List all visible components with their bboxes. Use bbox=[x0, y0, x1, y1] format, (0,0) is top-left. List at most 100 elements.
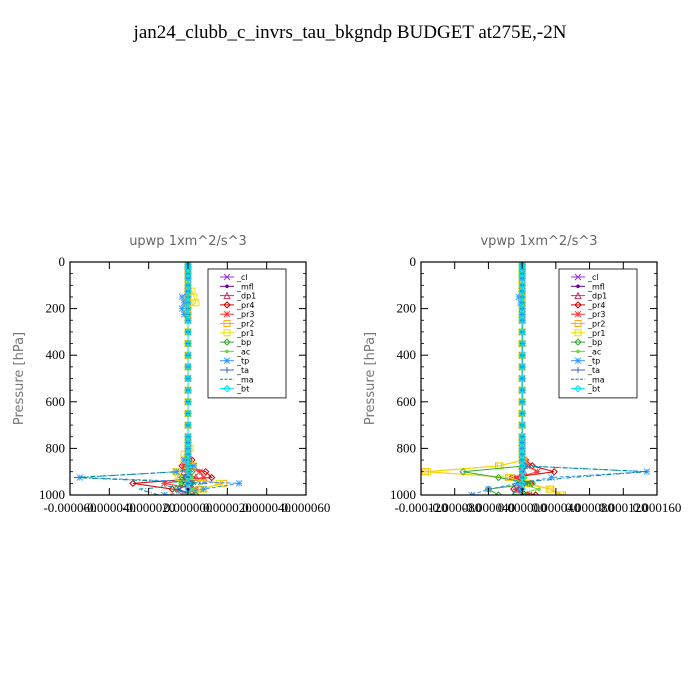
legend-label_ta: _ta bbox=[236, 366, 249, 375]
legend-label_pr4: _pr4 bbox=[587, 301, 605, 310]
legend-label_cl: _cl bbox=[587, 273, 599, 282]
x-tick-label: 0.000000 bbox=[498, 500, 547, 515]
legend-label_ac: _ac bbox=[236, 347, 250, 356]
data-point_ac bbox=[190, 475, 194, 480]
data-point_bt bbox=[184, 274, 192, 283]
data-point_bt bbox=[184, 409, 192, 418]
data-point_bt bbox=[184, 287, 192, 295]
legend-label_bp: _bp bbox=[236, 338, 251, 347]
series_pr1 bbox=[424, 262, 565, 495]
series-line_ma bbox=[73, 264, 208, 495]
data-point_tp bbox=[172, 468, 180, 476]
data-point_tp bbox=[190, 462, 198, 470]
legend-marker_pr2 bbox=[574, 320, 582, 327]
y-tick-label: 600 bbox=[46, 394, 66, 409]
legend-marker_tp bbox=[574, 357, 582, 365]
y-tick-label: 200 bbox=[397, 301, 417, 316]
data-point_bt bbox=[184, 386, 192, 394]
legend-marker_mfl bbox=[576, 284, 580, 289]
x-tick-label: -0.000040 bbox=[462, 500, 515, 515]
legend-label_ma: _ma bbox=[587, 375, 605, 384]
data-point_bt bbox=[518, 351, 526, 359]
data-point_tp bbox=[180, 311, 188, 318]
data-point_bt bbox=[184, 281, 192, 290]
legend: _cl_mfl_dp1_pr4_pr3_pr2_pr1_bp_ac_tp_ta_… bbox=[558, 268, 638, 399]
upwp-panel: upwp 1xm^2/s^3 Pressure [hPa] 0 200 400 600 80… bbox=[12, 234, 330, 515]
data-point_bt bbox=[518, 269, 526, 278]
data-point_bt bbox=[518, 421, 526, 429]
data-point_ta bbox=[181, 474, 188, 481]
legend-box bbox=[207, 268, 287, 399]
legend-label_pr3: _pr3 bbox=[236, 310, 254, 319]
data-point_bt bbox=[184, 339, 192, 348]
data-point_pr1 bbox=[545, 485, 553, 493]
y-tick-label: 200 bbox=[46, 301, 66, 316]
data-point_ta bbox=[175, 486, 182, 493]
data-point_pr3 bbox=[200, 474, 208, 481]
data-point_bt bbox=[518, 444, 526, 453]
data-point_bt bbox=[518, 328, 526, 336]
legend-label_bp: _bp bbox=[587, 338, 602, 347]
data-point_pr3 bbox=[192, 485, 200, 493]
data-point_tp bbox=[178, 305, 186, 312]
data-point_bt bbox=[518, 274, 526, 283]
x-tick-label: 0.000020 bbox=[203, 500, 252, 515]
legend-marker_dp1 bbox=[574, 291, 582, 300]
legend-marker_pr3 bbox=[574, 310, 582, 318]
data-point_pr3 bbox=[196, 468, 204, 476]
legend-marker_pr2 bbox=[223, 320, 231, 327]
data-point_bt bbox=[184, 479, 192, 488]
data-point_bp bbox=[459, 467, 467, 476]
legend-marker_dp1 bbox=[223, 291, 231, 300]
data-point_bt bbox=[184, 328, 192, 336]
data-point_pr2 bbox=[219, 479, 227, 487]
data-point_bt bbox=[184, 363, 192, 371]
data-point_bt bbox=[518, 339, 526, 348]
legend-marker_pr4 bbox=[574, 301, 582, 309]
legend-label_pr2: _pr2 bbox=[587, 320, 605, 329]
series_pr2 bbox=[421, 262, 567, 495]
legend-marker_pr4 bbox=[223, 301, 231, 309]
data-point_bt bbox=[518, 491, 526, 495]
y-tick-label: 600 bbox=[397, 394, 417, 409]
data-point_pr4 bbox=[201, 467, 210, 476]
legend-marker_bt bbox=[223, 384, 231, 393]
y-tick-label: 1000 bbox=[39, 487, 65, 502]
data-point_pr1 bbox=[506, 474, 514, 482]
data-point_bt bbox=[184, 438, 192, 447]
legend-label_pr4: _pr4 bbox=[236, 301, 254, 310]
data-point_bt bbox=[518, 299, 526, 307]
data-point_tp bbox=[178, 293, 186, 301]
data-point_ta bbox=[188, 480, 195, 487]
y-axis-label: Pressure [hPa] bbox=[12, 332, 27, 425]
data-point_bt bbox=[518, 310, 526, 319]
data-point_pr1 bbox=[188, 491, 196, 495]
data-point_pr4 bbox=[207, 473, 216, 482]
data-point_bt bbox=[518, 462, 526, 470]
data-point_bt bbox=[184, 293, 192, 301]
data-point_bt bbox=[184, 374, 192, 383]
vpwp-panel: vpwp 1xm^2/s^3 Pressure [hPa] 0 200 400 600 80… bbox=[363, 234, 681, 515]
data-point_pr3 bbox=[180, 462, 188, 470]
data-point_bt bbox=[184, 421, 192, 429]
series-line_pr1 bbox=[427, 264, 562, 495]
data-point_bp bbox=[494, 491, 503, 495]
legend-label_ta: _ta bbox=[587, 366, 600, 375]
data-point_bt bbox=[184, 304, 192, 313]
legend-box bbox=[558, 268, 638, 399]
data-point_tp bbox=[548, 474, 555, 481]
legend-marker_ac bbox=[225, 349, 229, 354]
data-point_bt bbox=[184, 398, 192, 406]
data-point_pr3 bbox=[533, 468, 541, 476]
data-point_bt bbox=[518, 287, 526, 295]
data-point_bt bbox=[518, 281, 526, 290]
data-point_pr3 bbox=[161, 480, 168, 487]
legend-marker_tp bbox=[223, 357, 231, 365]
data-point_bt bbox=[518, 450, 526, 458]
legend-label_ma: _ma bbox=[236, 375, 254, 384]
y-tick-label: 1000 bbox=[390, 487, 416, 502]
page-title: jan24_clubb_c_invrs_tau_bkgndp BUDGET at… bbox=[133, 22, 567, 43]
x-tick-label: 0.000060 bbox=[282, 500, 331, 515]
y-tick-label: 400 bbox=[46, 347, 66, 362]
